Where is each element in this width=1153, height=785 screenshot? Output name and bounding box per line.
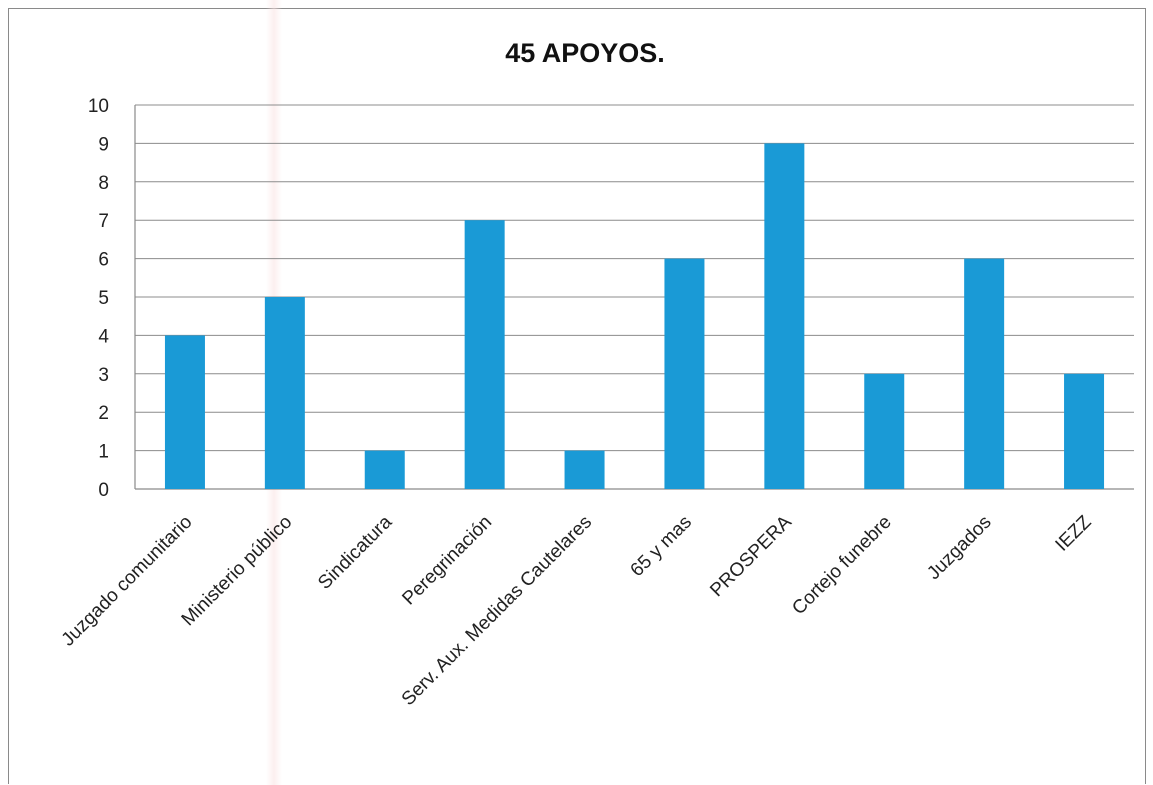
- x-tick-label: Serv. Aux. Medidas Cautelares: [398, 512, 596, 710]
- x-tick-label: 65 y mas: [627, 512, 696, 581]
- bar: [164, 335, 205, 489]
- y-tick-label: 1: [98, 442, 109, 463]
- y-axis-ticks: 0 1 2 3 4 5 6 7 8 9 10: [88, 96, 110, 501]
- bars: [164, 143, 1105, 489]
- bar: [864, 373, 905, 489]
- bar: [1064, 373, 1105, 489]
- bar: [564, 450, 605, 489]
- x-tick-label: Ministerio público: [178, 512, 297, 631]
- x-tick-label: Cortejo funebre: [788, 512, 895, 619]
- y-tick-label: 0: [98, 480, 109, 501]
- x-tick-label: Juzgados: [923, 512, 995, 584]
- x-tick-label: PROSPERA: [706, 511, 796, 601]
- y-tick-label: 6: [98, 250, 109, 271]
- y-tick-label: 2: [98, 403, 109, 424]
- bar: [764, 143, 805, 489]
- y-tick-label: 3: [98, 365, 109, 386]
- y-tick-label: 8: [98, 173, 109, 194]
- bar: [664, 258, 705, 489]
- chart-title: 45 APOYOS.: [505, 38, 665, 68]
- y-tick-label: 4: [98, 326, 109, 347]
- x-tick-label: Sindicatura: [314, 511, 396, 593]
- x-tick-label: Juzgado comunitario: [58, 512, 197, 651]
- bar: [264, 297, 305, 489]
- x-tick-label: Peregrinación: [398, 512, 496, 610]
- bar: [364, 450, 405, 489]
- y-tick-label: 10: [88, 96, 109, 117]
- y-tick-label: 9: [98, 134, 109, 155]
- x-tick-label: IEZZ: [1052, 511, 1096, 555]
- bar: [464, 220, 505, 489]
- y-tick-label: 7: [98, 211, 109, 232]
- bar: [964, 258, 1005, 489]
- y-tick-label: 5: [98, 288, 109, 309]
